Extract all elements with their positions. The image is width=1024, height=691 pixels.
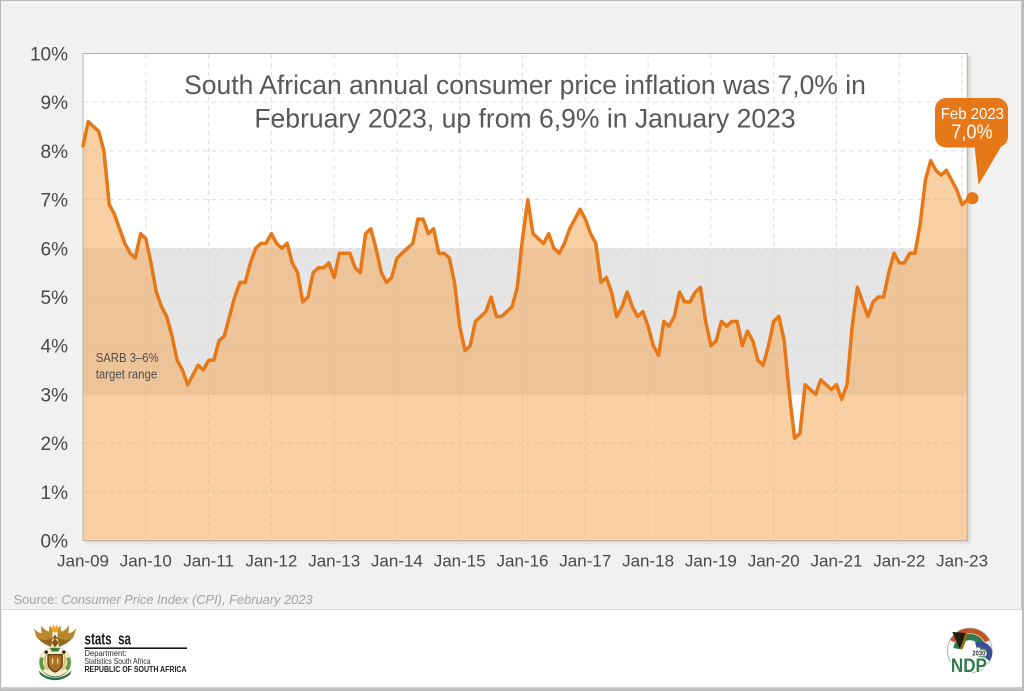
- svg-text:9%: 9%: [41, 93, 69, 114]
- svg-text:8%: 8%: [41, 142, 69, 163]
- svg-text:REPUBLIC OF SOUTH AFRICA: REPUBLIC OF SOUTH AFRICA: [85, 664, 187, 674]
- svg-text:2%: 2%: [41, 434, 69, 455]
- svg-text:Jan-16: Jan-16: [497, 552, 549, 571]
- svg-text:5%: 5%: [41, 288, 69, 309]
- svg-text:6%: 6%: [41, 239, 69, 260]
- svg-text:February 2023, up from 6,9% in: February 2023, up from 6,9% in January 2…: [254, 103, 795, 133]
- svg-text:10%: 10%: [30, 45, 68, 66]
- svg-text:2030: 2030: [972, 648, 985, 657]
- svg-text:Jan-11: Jan-11: [183, 552, 234, 571]
- svg-text:South African annual consumer: South African annual consumer price infl…: [184, 70, 866, 100]
- svg-text:2030: 2030: [972, 648, 985, 657]
- svg-text:Jan-12: Jan-12: [245, 552, 297, 571]
- svg-text:Jan-17: Jan-17: [559, 552, 611, 571]
- svg-text:Jan-14: Jan-14: [371, 552, 423, 571]
- svg-text:target range: target range: [96, 367, 158, 381]
- svg-text:Jan-15: Jan-15: [434, 552, 486, 571]
- svg-text:NDP: NDP: [951, 655, 987, 677]
- svg-text:Jan-22: Jan-22: [873, 552, 925, 571]
- svg-text:SARB 3–6%: SARB 3–6%: [96, 351, 159, 365]
- svg-text:Source: Consumer Price Index (: Source: Consumer Price Index (CPI), Febr…: [14, 592, 314, 607]
- svg-text:7%: 7%: [41, 191, 69, 212]
- svg-text:1%: 1%: [41, 483, 69, 504]
- svg-text:Jan-23: Jan-23: [936, 552, 988, 571]
- svg-text:Feb 2023: Feb 2023: [941, 106, 1004, 123]
- svg-text:Jan-21: Jan-21: [811, 552, 863, 571]
- svg-text:Jan-13: Jan-13: [308, 552, 360, 571]
- svg-text:Jan-10: Jan-10: [120, 552, 172, 571]
- svg-text:stats sa: stats sa: [85, 631, 132, 649]
- svg-text:Jan-19: Jan-19: [685, 552, 737, 571]
- svg-text:Statistics South Africa: Statistics South Africa: [85, 656, 151, 666]
- svg-text:3%: 3%: [41, 385, 69, 406]
- svg-text:NDP: NDP: [951, 655, 987, 677]
- svg-text:4%: 4%: [41, 337, 69, 358]
- svg-text:Jan-09: Jan-09: [57, 552, 109, 571]
- svg-text:Department:: Department:: [85, 648, 127, 658]
- svg-text:0%: 0%: [41, 532, 69, 553]
- svg-text:Jan-18: Jan-18: [622, 552, 674, 571]
- svg-text:Jan-20: Jan-20: [748, 552, 800, 571]
- svg-text:7,0%: 7,0%: [951, 121, 993, 143]
